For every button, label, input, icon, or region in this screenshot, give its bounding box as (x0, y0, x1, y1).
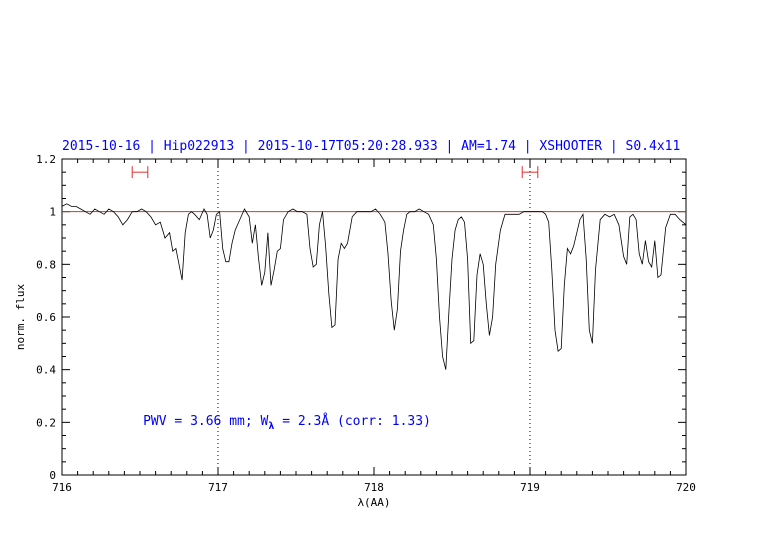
y-tick-label: 0.4 (36, 364, 56, 377)
annotation-prefix: PWV = 3.66 mm; W (143, 414, 268, 429)
y-tick-label: 0.8 (36, 258, 56, 271)
x-axis-label: λ(AA) (357, 496, 390, 509)
x-tick-label: 719 (520, 481, 540, 494)
pwv-annotation: PWV = 3.66 mm; Wλ = 2.3Å (corr: 1.33) (143, 413, 431, 432)
spectrum-line (61, 203, 687, 370)
x-tick-label: 718 (364, 481, 384, 494)
x-tick-label: 717 (208, 481, 228, 494)
annotation-suffix: = 2.3Å (corr: 1.33) (274, 413, 431, 429)
continuum-windows (131, 166, 539, 179)
y-tick-label: 1 (49, 206, 56, 219)
y-axis-label: norm. flux (14, 284, 27, 351)
chart-title: 2015-10-16 | Hip022913 | 2015-10-17T05:2… (62, 139, 680, 154)
y-axis: 0 0.2 0.4 0.6 0.8 1 1.2 (36, 153, 686, 482)
y-tick-label: 1.2 (36, 153, 56, 166)
x-tick-label: 720 (676, 481, 696, 494)
y-tick-label: 0.2 (36, 416, 56, 429)
annotation-subscript: λ (268, 421, 274, 432)
x-tick-label: 716 (52, 481, 72, 494)
y-tick-label: 0.6 (36, 311, 56, 324)
y-tick-label: 0 (49, 469, 56, 482)
x-axis: 716 717 718 719 720 (52, 159, 696, 494)
